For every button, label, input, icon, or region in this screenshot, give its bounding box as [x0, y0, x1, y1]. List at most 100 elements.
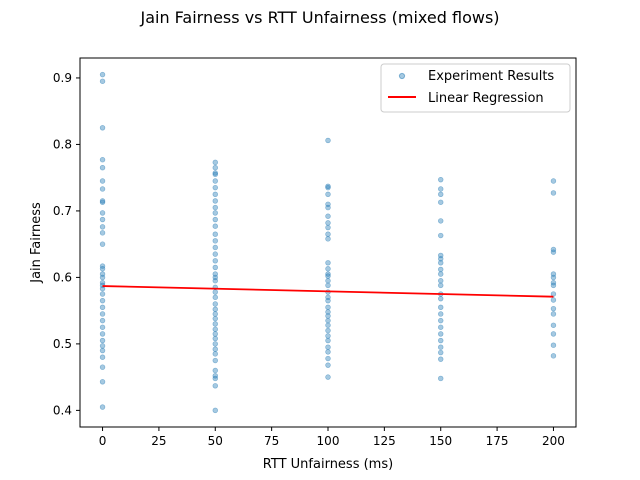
data-point	[550, 305, 557, 312]
data-point	[99, 216, 106, 223]
data-point	[550, 190, 557, 196]
data-point	[212, 341, 218, 347]
chart-title: Jain Fairness vs RTT Unfairness (mixed f…	[140, 8, 500, 27]
data-point	[212, 331, 218, 337]
data-point	[212, 357, 218, 364]
data-point	[325, 317, 331, 324]
legend-label-regression: Linear Regression	[428, 91, 544, 106]
data-point	[325, 374, 331, 380]
data-point	[212, 159, 218, 166]
data-point	[550, 342, 557, 348]
data-point	[99, 379, 106, 385]
data-point	[212, 223, 218, 229]
data-point	[99, 178, 106, 184]
data-point	[99, 241, 106, 247]
legend: Experiment Results Linear Regression	[380, 63, 571, 113]
y-tick-label: 0.9	[53, 71, 72, 85]
legend-box	[380, 63, 571, 113]
data-point	[550, 322, 557, 328]
data-point	[212, 258, 218, 264]
data-point	[212, 264, 218, 271]
data-point	[438, 295, 444, 302]
data-point	[325, 213, 331, 219]
data-point	[325, 327, 331, 334]
legend-marker-experiment	[398, 72, 406, 80]
data-point	[438, 282, 444, 289]
data-point	[99, 364, 106, 370]
data-point	[212, 315, 218, 322]
data-point	[550, 282, 557, 289]
data-point	[438, 278, 444, 284]
data-point	[212, 346, 218, 352]
data-point	[99, 125, 106, 131]
data-point	[325, 313, 331, 319]
x-tick-label: 200	[542, 434, 565, 448]
data-point	[325, 362, 331, 368]
data-point	[99, 337, 106, 344]
data-point	[99, 210, 106, 216]
data-point	[99, 347, 106, 354]
data-point	[325, 260, 331, 266]
data-point	[438, 375, 444, 382]
x-axis-label: RTT Unfairness (ms)	[263, 457, 393, 472]
y-axis-ticks: 0.4 0.5 0.6 0.7 0.8 0.9	[53, 71, 80, 417]
data-point	[438, 304, 444, 311]
data-point	[99, 354, 106, 360]
data-point	[212, 301, 218, 307]
data-point	[99, 331, 106, 337]
y-tick-label: 0.4	[53, 403, 72, 417]
data-point	[212, 238, 218, 244]
data-point	[99, 304, 106, 311]
x-tick-label: 125	[373, 434, 396, 448]
points-layer	[99, 71, 557, 414]
data-point	[212, 375, 218, 382]
data-point	[212, 326, 218, 332]
data-point	[99, 311, 106, 317]
y-tick-label: 0.6	[53, 270, 72, 284]
data-point	[99, 286, 106, 292]
y-tick-label: 0.5	[53, 337, 72, 351]
data-point	[325, 333, 331, 339]
data-point	[212, 335, 218, 342]
data-point	[325, 231, 331, 237]
data-point	[325, 309, 331, 315]
data-point	[99, 165, 106, 171]
data-point	[99, 230, 106, 236]
data-point	[438, 324, 444, 330]
x-tick-label: 175	[486, 434, 509, 448]
data-point	[438, 186, 444, 192]
data-point	[99, 186, 106, 192]
y-tick-label: 0.7	[53, 204, 72, 218]
data-point	[325, 266, 331, 272]
data-point	[325, 184, 331, 191]
data-point	[550, 311, 557, 317]
x-tick-label: 50	[208, 434, 223, 448]
data-point	[325, 282, 331, 289]
data-point	[325, 204, 331, 211]
data-point	[438, 191, 444, 197]
data-point	[325, 183, 331, 190]
y-axis-label: Jain Fairness	[29, 202, 44, 284]
data-point	[212, 244, 218, 251]
data-point	[550, 249, 557, 255]
regression-line	[102, 285, 554, 298]
data-point	[212, 170, 218, 176]
data-point	[212, 198, 218, 204]
data-point	[99, 343, 106, 349]
data-point	[325, 278, 331, 284]
data-point	[438, 337, 444, 344]
data-point	[325, 220, 331, 226]
data-point	[550, 353, 557, 359]
x-tick-label: 0	[99, 434, 107, 448]
data-point	[550, 331, 557, 337]
data-point	[438, 344, 444, 350]
data-point	[325, 344, 331, 350]
data-point	[550, 274, 557, 281]
data-point	[212, 294, 218, 301]
data-point	[99, 291, 106, 297]
data-point	[212, 289, 218, 295]
data-point	[212, 165, 218, 171]
data-point	[325, 236, 331, 242]
data-point	[438, 317, 444, 324]
